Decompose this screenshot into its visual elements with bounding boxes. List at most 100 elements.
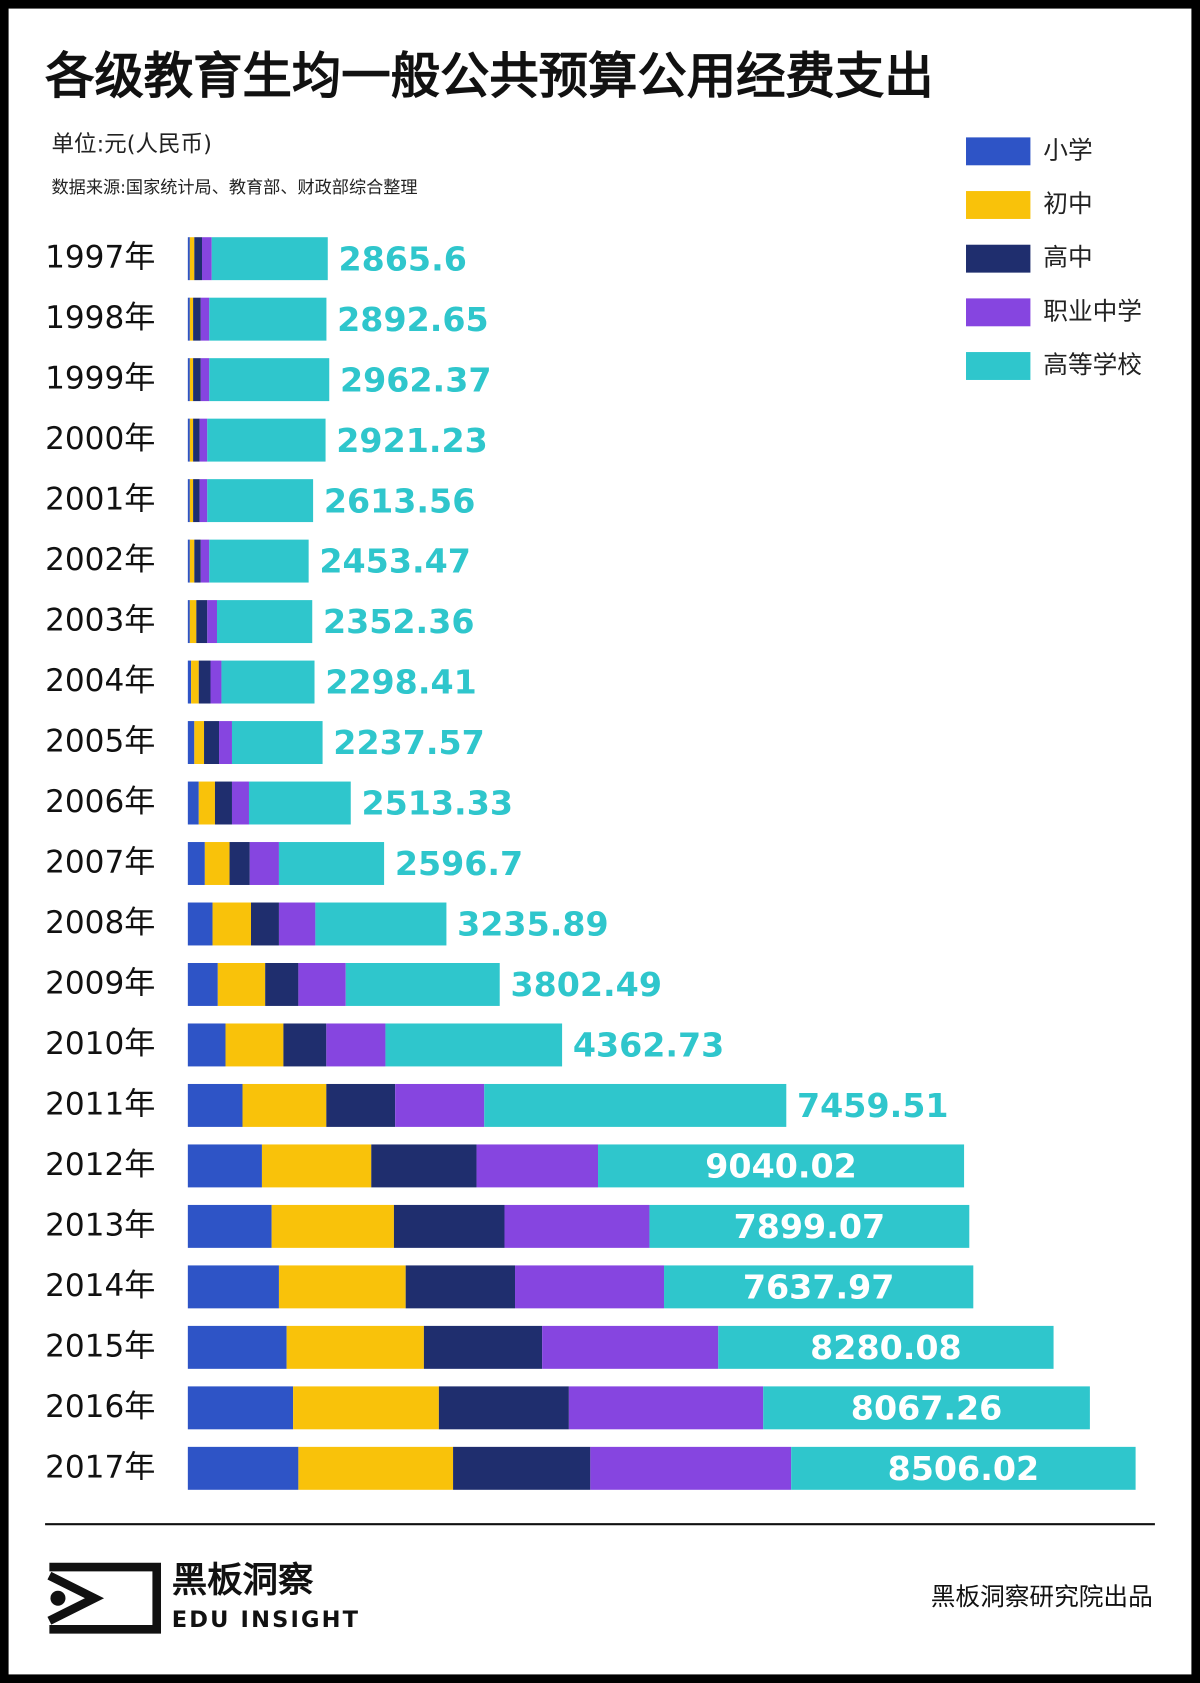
bar-segment	[395, 1083, 485, 1127]
y-tick-label: 2006年	[45, 784, 155, 820]
bar-segment	[191, 660, 199, 704]
bar-segment	[187, 358, 190, 402]
bar-segment	[187, 1446, 299, 1490]
bar-segment	[199, 418, 208, 462]
bar-segment	[189, 539, 195, 583]
brand-en: EDU INSIGHT	[172, 1607, 360, 1633]
y-tick-label: 2014年	[45, 1268, 155, 1304]
bar-segment	[187, 1265, 279, 1309]
bar-segment	[476, 1144, 599, 1188]
y-tick-label: 1998年	[45, 300, 155, 336]
bar-segment	[718, 1325, 1054, 1369]
bar-segment	[251, 902, 279, 946]
bar-segment	[187, 1083, 243, 1127]
bar-segment	[187, 479, 190, 523]
value-label: 7899.07	[734, 1207, 886, 1246]
bar-segment	[189, 600, 197, 644]
bar-segment	[193, 418, 200, 462]
value-label: 2453.47	[319, 542, 471, 581]
bar-segment	[209, 297, 327, 341]
value-label: 8067.26	[851, 1388, 1003, 1427]
bar-segment	[225, 1023, 284, 1067]
bar-segment	[187, 963, 218, 1006]
bar-segment	[298, 1446, 454, 1490]
bar-segment	[187, 1325, 287, 1369]
bar-segment	[249, 842, 279, 885]
bar-segment	[187, 660, 192, 704]
bar-segment	[393, 1204, 505, 1248]
legend-label: 高等学校	[1043, 350, 1142, 379]
value-label: 7459.51	[797, 1086, 949, 1125]
bar-segment	[385, 1023, 563, 1067]
bar-segment	[763, 1386, 1090, 1430]
bar-segment	[187, 237, 190, 281]
bar-segment	[568, 1386, 764, 1430]
legend-label: 职业中学	[1043, 296, 1142, 325]
value-label: 8506.02	[888, 1449, 1040, 1488]
bar-segment	[187, 418, 190, 462]
value-label: 2613.56	[324, 481, 476, 520]
bar-segment	[216, 600, 313, 644]
bar-segment	[187, 297, 190, 341]
bar-segment	[189, 479, 194, 523]
y-tick-label: 2009年	[45, 965, 155, 1001]
value-label: 2892.65	[337, 300, 489, 339]
chart-title: 各级教育生均一般公共预算公用经费支出	[45, 47, 933, 105]
value-label: 9040.02	[705, 1147, 857, 1186]
legend-swatch	[966, 298, 1031, 327]
bar-segment	[453, 1446, 591, 1490]
bar-segment	[278, 1265, 406, 1309]
bar-segment	[217, 963, 266, 1006]
bar-segment	[198, 781, 215, 825]
legend-label: 初中	[1043, 189, 1092, 218]
bar-segment	[187, 600, 190, 644]
bar-segment	[187, 842, 205, 885]
y-tick-label: 2002年	[45, 542, 155, 578]
bar-segment	[293, 1386, 439, 1430]
y-tick-label: 2011年	[45, 1086, 155, 1122]
y-tick-label: 2005年	[45, 724, 155, 760]
bar-segment	[189, 297, 194, 341]
bar-segment	[229, 842, 250, 885]
bar-segment	[242, 1083, 327, 1127]
bar-segment	[193, 479, 200, 523]
bar-segment	[438, 1386, 569, 1430]
bar-segment	[187, 539, 190, 583]
bar-segment	[211, 237, 328, 281]
bar-segment	[187, 1204, 272, 1248]
y-tick-label: 1997年	[45, 240, 155, 276]
bar-segment	[207, 479, 314, 523]
bar-segment	[210, 660, 222, 704]
bar-segment	[189, 418, 194, 462]
y-tick-label: 2012年	[45, 1147, 155, 1183]
bar-segment	[515, 1265, 665, 1309]
bar-segment	[791, 1446, 1136, 1490]
value-label: 2298.41	[325, 663, 477, 702]
bar-segment	[187, 1144, 262, 1188]
y-tick-label: 2013年	[45, 1207, 155, 1243]
legend-swatch	[966, 352, 1031, 380]
value-label: 2352.36	[323, 602, 475, 641]
bar-segment	[278, 842, 385, 885]
bar-segment	[271, 1204, 394, 1248]
value-label: 2921.23	[336, 421, 488, 460]
bar-segment	[187, 902, 213, 946]
bar-segment	[209, 539, 309, 583]
bar-segment	[542, 1325, 719, 1369]
y-tick-label: 2000年	[45, 421, 155, 457]
bar-segment	[265, 963, 299, 1006]
value-label: 2962.37	[340, 360, 492, 399]
bar-segment	[315, 902, 447, 946]
legend-swatch	[966, 137, 1031, 166]
bar-segment	[202, 237, 212, 281]
value-label: 2237.57	[333, 723, 485, 762]
value-label: 2513.33	[361, 784, 513, 823]
brand: 黑板洞察	[172, 1560, 314, 1601]
bar-segment	[204, 842, 230, 885]
bar-segment	[199, 479, 208, 523]
bar-segment	[664, 1265, 974, 1309]
y-tick-label: 2015年	[45, 1328, 155, 1364]
y-tick-label: 2004年	[45, 663, 155, 699]
